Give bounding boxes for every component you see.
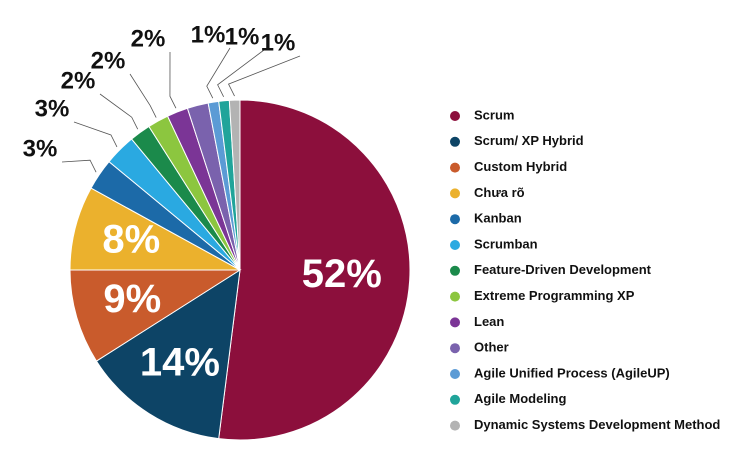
value-label: 2%: [61, 67, 96, 94]
value-label: 2%: [131, 25, 166, 52]
legend-marker: [450, 265, 460, 276]
leader-line: [227, 55, 301, 97]
value-label: 14%: [140, 340, 220, 384]
leader-line: [99, 93, 139, 130]
legend-label: Agile Modeling: [474, 391, 567, 406]
pie-slice: [218, 99, 411, 441]
value-label: 1%: [225, 23, 260, 50]
legend-label: Kanban: [474, 211, 522, 226]
legend-label: Custom Hybrid: [474, 159, 567, 174]
pie-slice: [95, 269, 241, 440]
legend-marker: [450, 188, 460, 199]
legend-marker: [450, 111, 460, 121]
legend-marker: [450, 136, 460, 147]
legend-marker: [450, 420, 460, 431]
legend-label: Scrum: [474, 107, 514, 122]
legend-marker: [450, 162, 460, 173]
leader-line: [129, 73, 157, 118]
pie-slice: [228, 99, 241, 271]
value-label: 52%: [302, 252, 382, 296]
value-label: 1%: [261, 29, 296, 56]
leader-line: [217, 49, 265, 97]
legend-label: Feature-Driven Development: [474, 262, 652, 277]
legend-marker: [450, 394, 460, 405]
legend-label: Other: [474, 340, 509, 355]
value-label: 3%: [23, 135, 58, 162]
leader-line: [169, 51, 177, 109]
legend-marker: [450, 240, 460, 250]
legend-label: Agile Unified Process (AgileUP): [474, 365, 670, 380]
legend-label: Lean: [474, 314, 504, 329]
legend-label: Scrumban: [474, 236, 538, 251]
value-label: 3%: [35, 95, 70, 122]
leader-line: [206, 47, 231, 99]
value-label: 1%: [191, 21, 226, 48]
value-label: 2%: [91, 47, 126, 74]
value-label: 8%: [102, 218, 160, 262]
legend-label: Chưa rõ: [474, 185, 525, 200]
legend-label: Dynamic Systems Development Method: [474, 417, 720, 432]
legend-label: Extreme Programming XP: [474, 288, 635, 303]
legend-label: Scrum/ XP Hybrid: [474, 133, 584, 148]
legend-marker: [450, 214, 460, 225]
pie-slice: [69, 269, 242, 362]
leader-line: [61, 159, 97, 173]
leader-line: [73, 121, 118, 148]
value-label: 9%: [103, 277, 161, 321]
legend-marker: [450, 317, 460, 328]
legend-marker: [450, 291, 460, 302]
legend-marker: [450, 369, 460, 379]
legend-marker: [450, 343, 460, 354]
